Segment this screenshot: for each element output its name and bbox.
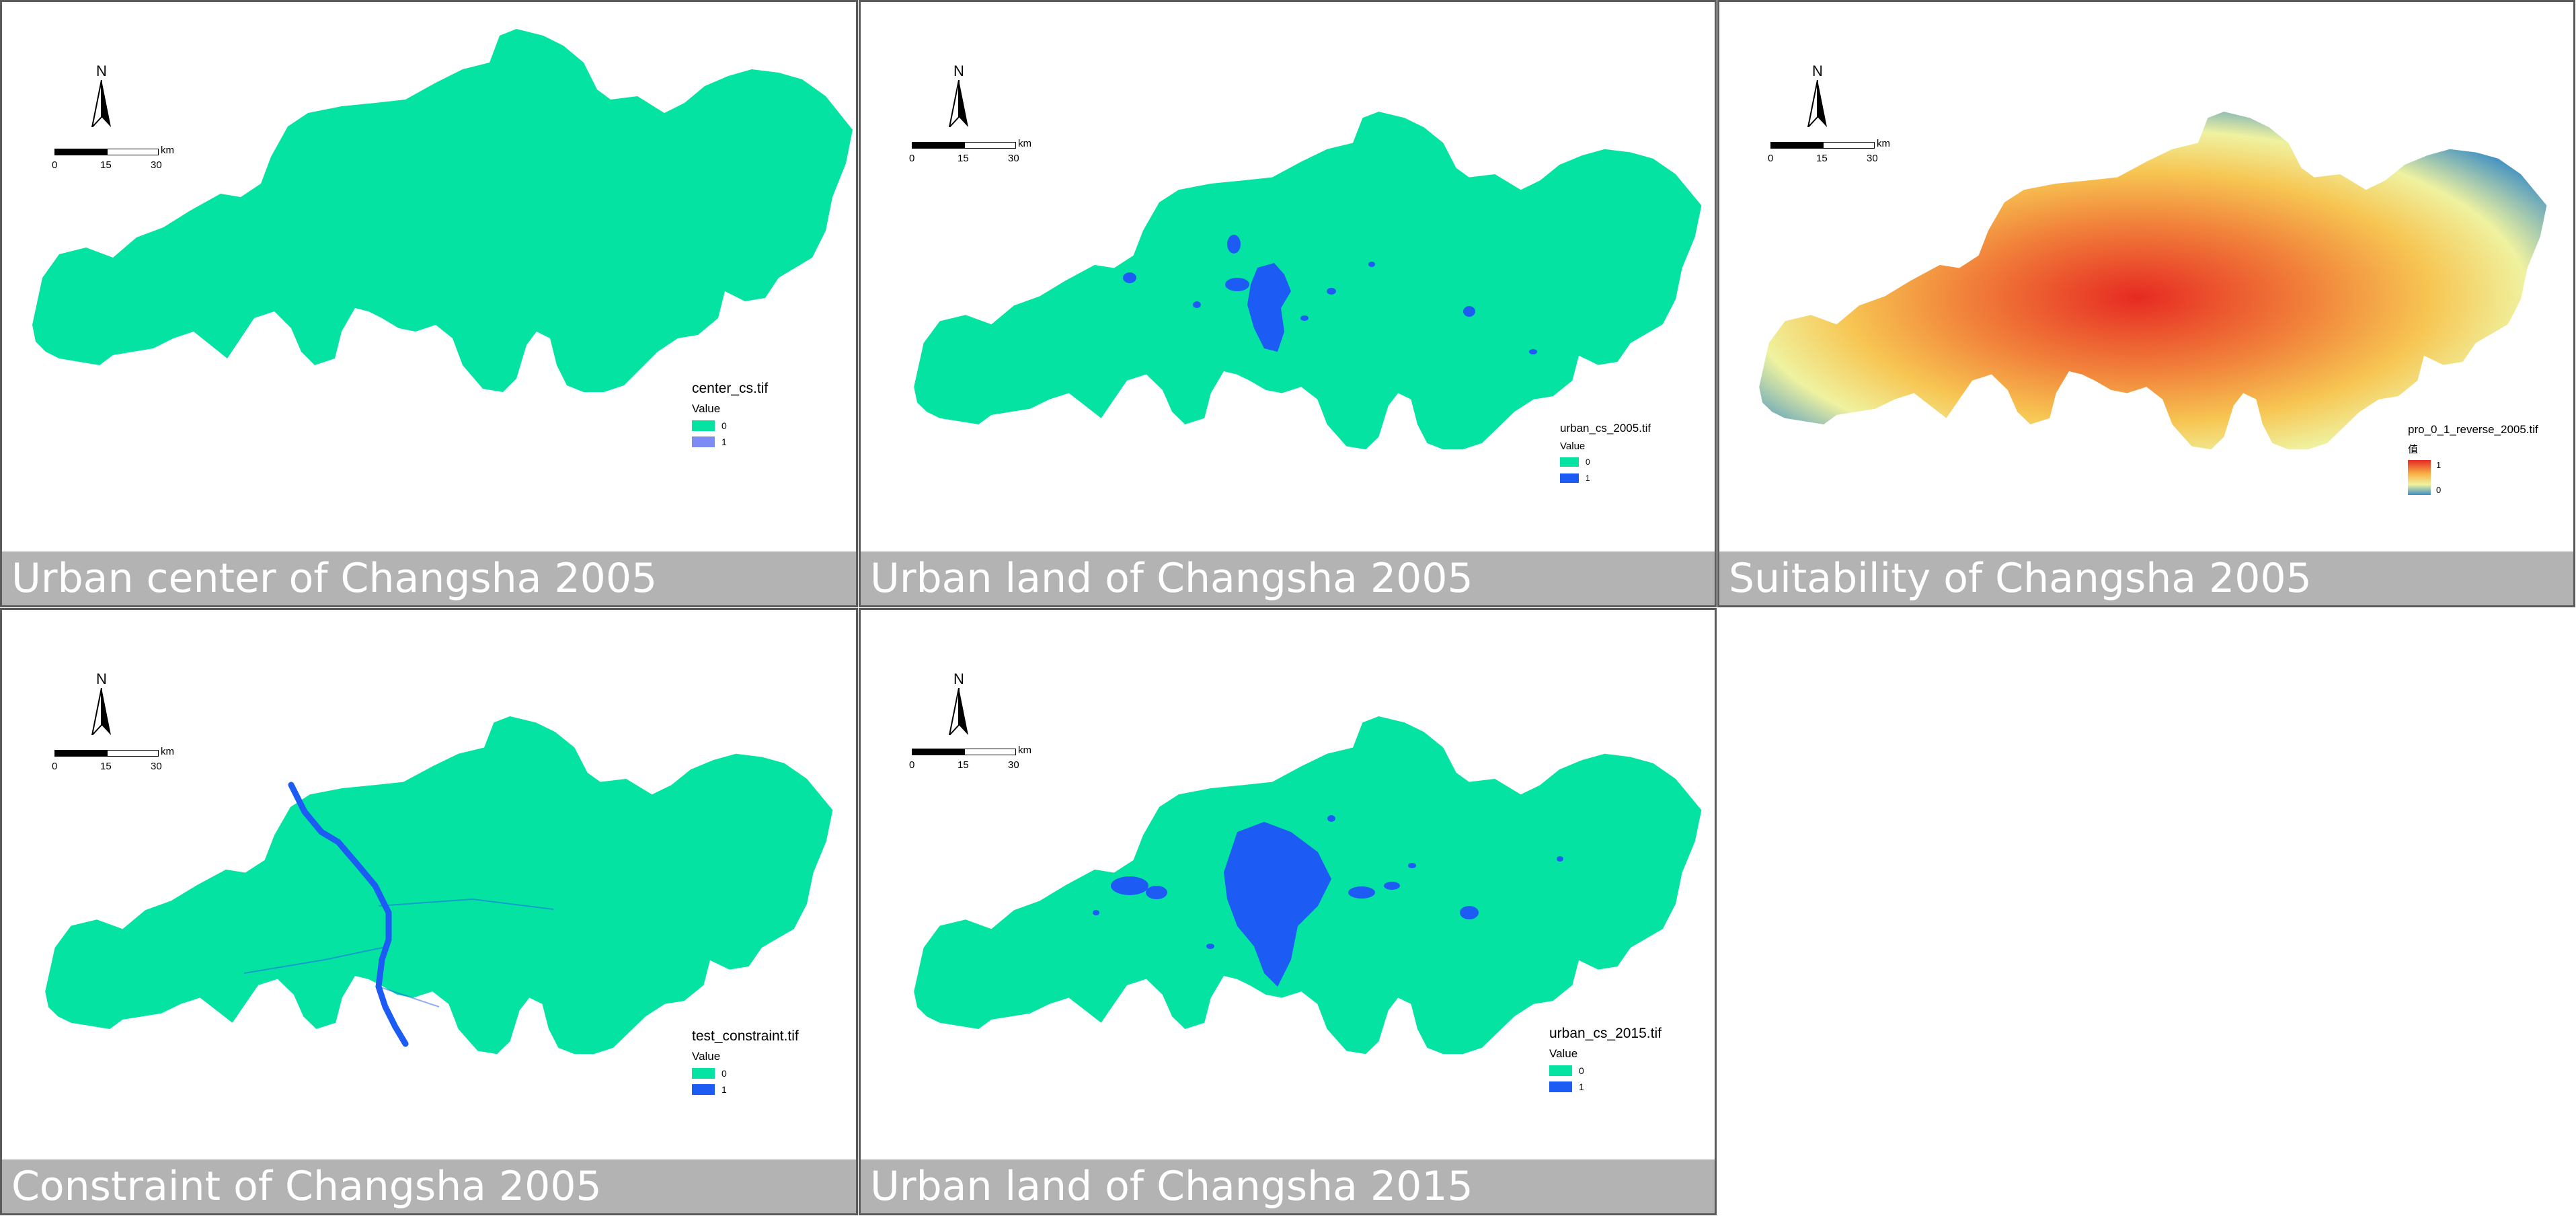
region-map — [914, 716, 1702, 1055]
legend-swatch — [1549, 1065, 1572, 1076]
legend-swatch — [1560, 457, 1579, 467]
tributaries — [243, 898, 554, 1007]
map-panel-urban-land-2005: N 0 15 30 km urban_cs_2005.tif Value 0 1… — [859, 0, 1717, 607]
map-legend: pro_0_1_reverse_2005.tif 值 1 0 — [2408, 423, 2538, 495]
panel-caption: Suitability of Changsha 2005 — [1719, 551, 2573, 605]
region-map — [32, 29, 853, 392]
map-panel-urban-center: N 0 15 30 km center_cs.tif Value 0 1 Urb… — [0, 0, 858, 607]
north-arrow-icon — [948, 688, 968, 735]
legend-swatch — [692, 1068, 715, 1079]
panel-caption: Constraint of Changsha 2005 — [2, 1159, 856, 1213]
panel-caption: Urban center of Changsha 2005 — [2, 551, 856, 605]
map-legend: urban_cs_2015.tif Value 0 1 — [1549, 1026, 1662, 1092]
map-panel-urban-land-2015: N 0 15 30 km urban_cs_2015.tif Value 0 1… — [859, 608, 1717, 1215]
urban-patches — [1093, 815, 1563, 987]
legend-swatch — [1549, 1081, 1572, 1092]
panel-caption: Urban land of Changsha 2005 — [861, 551, 1715, 605]
map-legend: center_cs.tif Value 0 1 — [692, 381, 769, 447]
north-arrow-icon — [1807, 80, 1827, 127]
river — [288, 782, 409, 1047]
map-panel-constraint: N 0 15 30 km test_constraint.tif Value 0… — [0, 608, 858, 1215]
legend-gradient — [2408, 460, 2431, 495]
map-legend: urban_cs_2005.tif Value 0 1 — [1560, 422, 1651, 483]
north-arrow-icon — [948, 80, 968, 127]
north-arrow-icon — [91, 80, 111, 127]
map-legend: test_constraint.tif Value 0 1 — [692, 1028, 799, 1095]
north-arrow: N — [87, 63, 116, 130]
scale-bar: 0 15 30 km — [909, 745, 1031, 771]
north-arrow: N — [944, 63, 974, 130]
north-arrow: N — [1803, 63, 1832, 130]
region-map — [914, 112, 1702, 450]
legend-swatch — [1560, 473, 1579, 483]
legend-swatch — [692, 436, 715, 447]
scale-bar: 0 15 30 km — [52, 746, 174, 772]
north-arrow: N — [944, 671, 974, 738]
north-arrow-icon — [91, 688, 111, 735]
map-panel-suitability: N 0 15 30 km pro_0_1_reverse_2005.tif 值 … — [1717, 0, 2575, 607]
region-map — [45, 716, 833, 1055]
north-arrow: N — [87, 671, 116, 738]
panel-caption: Urban land of Changsha 2015 — [861, 1159, 1715, 1213]
legend-swatch — [692, 1084, 715, 1095]
scale-bar: 0 15 30 km — [52, 145, 174, 171]
urban-patches — [1123, 235, 1537, 354]
legend-swatch — [692, 420, 715, 431]
scale-bar: 0 15 30 km — [909, 138, 1031, 164]
scale-bar: 0 15 30 km — [1768, 138, 1890, 164]
